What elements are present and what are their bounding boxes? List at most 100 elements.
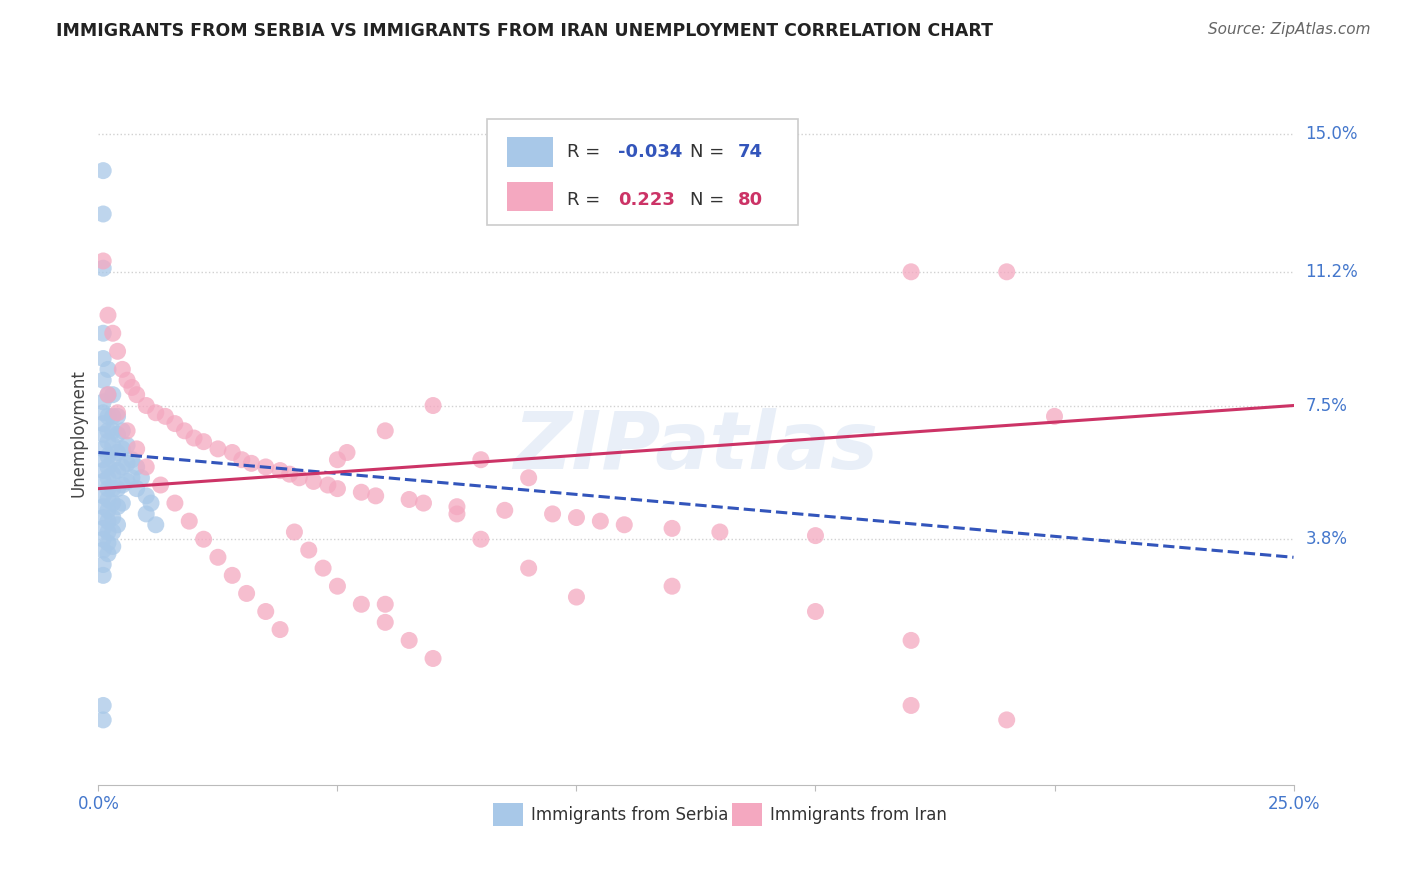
Point	[111, 496, 134, 510]
Point	[107, 500, 129, 514]
Point	[97, 536, 120, 550]
Point	[900, 698, 922, 713]
Point	[446, 500, 468, 514]
Point	[995, 265, 1018, 279]
Point	[91, 452, 114, 467]
Point	[97, 514, 120, 528]
Point	[326, 482, 349, 496]
Point	[91, 373, 114, 387]
Point	[125, 387, 148, 401]
Point	[139, 496, 162, 510]
Text: -0.034: -0.034	[619, 143, 683, 161]
Point	[91, 163, 114, 178]
Point	[97, 362, 120, 376]
Point	[374, 424, 396, 438]
Point	[326, 452, 349, 467]
Point	[91, 464, 114, 478]
Point	[374, 597, 396, 611]
Point	[470, 533, 492, 547]
Point	[91, 395, 114, 409]
Point	[91, 442, 114, 456]
Point	[91, 713, 114, 727]
FancyBboxPatch shape	[486, 119, 797, 225]
Point	[101, 326, 124, 341]
Point	[135, 459, 157, 474]
Point	[91, 261, 114, 276]
Point	[91, 475, 114, 489]
Point	[269, 623, 291, 637]
Point	[336, 445, 359, 459]
Point	[517, 561, 540, 575]
Point	[97, 387, 120, 401]
Point	[115, 438, 138, 452]
Point	[565, 510, 588, 524]
Point	[240, 456, 263, 470]
Point	[350, 485, 373, 500]
Point	[121, 380, 143, 394]
Point	[91, 510, 114, 524]
Point	[107, 409, 129, 424]
Point	[111, 362, 134, 376]
Point	[101, 438, 124, 452]
Point	[163, 496, 186, 510]
Point	[91, 558, 114, 572]
Point	[97, 524, 120, 539]
Point	[97, 482, 120, 496]
Point	[149, 478, 172, 492]
Point	[278, 467, 301, 482]
Point	[97, 308, 120, 322]
Point	[115, 424, 138, 438]
Point	[125, 482, 148, 496]
Point	[302, 475, 325, 489]
Point	[1043, 409, 1066, 424]
Point	[91, 417, 114, 431]
Point	[91, 698, 114, 713]
Point	[995, 713, 1018, 727]
Point	[135, 399, 157, 413]
Point	[97, 424, 120, 438]
Point	[283, 524, 305, 539]
Point	[193, 434, 215, 449]
Point	[107, 344, 129, 359]
Point	[135, 489, 157, 503]
Point	[613, 517, 636, 532]
Point	[565, 590, 588, 604]
Point	[91, 543, 114, 558]
Point	[661, 579, 683, 593]
Point	[101, 467, 124, 482]
Text: Immigrants from Iran: Immigrants from Iran	[770, 805, 948, 823]
Point	[173, 424, 195, 438]
Point	[193, 533, 215, 547]
Point	[125, 442, 148, 456]
Point	[107, 427, 129, 442]
Point	[111, 459, 134, 474]
Point	[121, 452, 143, 467]
Point	[111, 442, 134, 456]
Text: Source: ZipAtlas.com: Source: ZipAtlas.com	[1208, 22, 1371, 37]
Point	[101, 452, 124, 467]
Text: IMMIGRANTS FROM SERBIA VS IMMIGRANTS FROM IRAN UNEMPLOYMENT CORRELATION CHART: IMMIGRANTS FROM SERBIA VS IMMIGRANTS FRO…	[56, 22, 993, 40]
Point	[589, 514, 612, 528]
Point	[97, 547, 120, 561]
Point	[97, 387, 120, 401]
Point	[91, 207, 114, 221]
Point	[115, 456, 138, 470]
Bar	[494, 804, 523, 826]
Point	[91, 326, 114, 341]
Point	[97, 503, 120, 517]
Point	[804, 605, 827, 619]
Text: ZIPatlas: ZIPatlas	[513, 408, 879, 486]
Point	[364, 489, 387, 503]
Point	[494, 503, 516, 517]
Point	[107, 464, 129, 478]
Point	[155, 409, 177, 424]
Point	[97, 409, 120, 424]
Text: 7.5%: 7.5%	[1306, 397, 1347, 415]
Point	[97, 434, 120, 449]
Point	[135, 507, 157, 521]
Point	[446, 507, 468, 521]
Text: N =: N =	[690, 191, 730, 209]
Point	[91, 500, 114, 514]
Point	[115, 475, 138, 489]
Text: 11.2%: 11.2%	[1306, 263, 1358, 281]
